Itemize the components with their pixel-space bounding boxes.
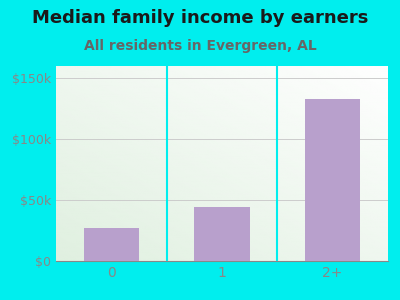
Text: Median family income by earners: Median family income by earners bbox=[32, 9, 368, 27]
Text: All residents in Evergreen, AL: All residents in Evergreen, AL bbox=[84, 39, 316, 53]
Bar bbox=[305, 99, 360, 261]
Bar bbox=[84, 228, 139, 261]
Bar bbox=[194, 207, 250, 261]
